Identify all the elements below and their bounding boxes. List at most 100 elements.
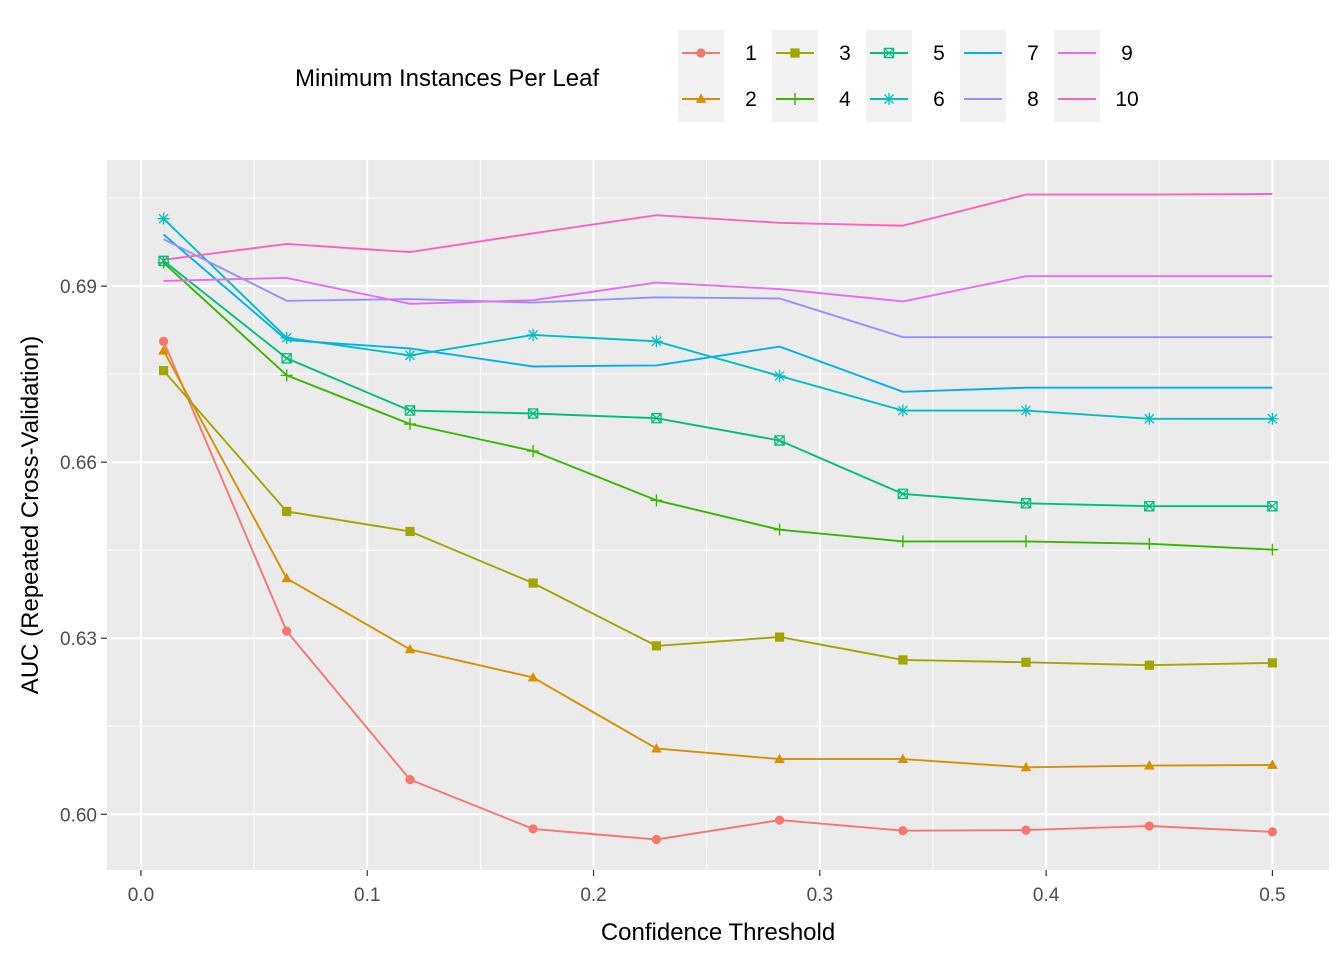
series-line-2 xyxy=(162,350,1273,769)
x-axis-ticks: 0.0 0.1 0.2 0.3 0.4 0.5 xyxy=(128,870,1286,906)
series-line-10 xyxy=(163,193,1273,261)
data-point-3 xyxy=(898,655,908,665)
data-point-1 xyxy=(1144,821,1154,831)
data-point-1 xyxy=(528,824,538,834)
data-point-5 xyxy=(404,405,416,416)
x-tick-label: 0.3 xyxy=(807,885,833,906)
data-point-1 xyxy=(1267,827,1278,837)
data-point-4 xyxy=(896,535,909,548)
data-point-3 xyxy=(1267,658,1278,668)
data-point-2 xyxy=(281,572,292,583)
y-tick-label: 0.63 xyxy=(60,629,97,650)
y-axis-title: AUC (Repeated Cross-Validation) xyxy=(17,336,44,694)
series-line-3 xyxy=(162,370,1273,667)
legend: 1 2 3 4 5 6 7 8 9 10 xyxy=(678,30,1139,122)
data-point-2 xyxy=(774,753,785,764)
data-point-2 xyxy=(158,345,169,355)
y-tick-label: 0.69 xyxy=(60,277,97,298)
legend-label-8: 8 xyxy=(1027,88,1039,111)
legend-label-2: 2 xyxy=(745,88,757,111)
data-point-3 xyxy=(774,632,785,642)
series-lines xyxy=(162,193,1273,841)
data-point-4 xyxy=(650,494,663,507)
data-point-2 xyxy=(527,672,539,682)
data-point-6 xyxy=(404,349,417,362)
data-point-2 xyxy=(1020,761,1032,772)
data-point-6 xyxy=(773,369,786,382)
legend-label-3: 3 xyxy=(839,42,851,65)
data-point-6 xyxy=(1019,404,1032,417)
data-point-5 xyxy=(1144,500,1155,512)
data-point-1 xyxy=(774,815,785,825)
data-point-2 xyxy=(404,643,416,654)
series-line-4 xyxy=(162,261,1273,551)
data-point-3 xyxy=(1144,660,1154,670)
y-axis-ticks: 0.60 0.63 0.66 0.69 xyxy=(60,277,107,826)
data-point-2 xyxy=(1267,759,1278,769)
data-point-5 xyxy=(897,488,909,500)
data-point-2 xyxy=(651,743,662,753)
data-point-4 xyxy=(1019,535,1032,548)
data-point-4 xyxy=(773,523,786,536)
legend-title: Minimum Instances Per Leaf xyxy=(295,65,599,92)
series-line-7 xyxy=(162,233,1273,393)
data-point-1 xyxy=(651,834,662,845)
data-point-5 xyxy=(527,408,539,419)
data-point-3 xyxy=(1021,657,1031,667)
data-point-6 xyxy=(1266,412,1279,425)
data-point-1 xyxy=(898,826,908,836)
data-point-2 xyxy=(897,753,909,764)
data-point-6 xyxy=(896,404,909,417)
series-line-9 xyxy=(163,275,1273,305)
legend-label-10: 10 xyxy=(1115,88,1138,111)
data-point-4 xyxy=(1266,543,1279,556)
data-point-3 xyxy=(282,506,292,517)
series-line-6 xyxy=(162,218,1273,420)
legend-label-4: 4 xyxy=(839,88,851,111)
data-point-6 xyxy=(650,335,663,348)
legend-key-marker-1 xyxy=(696,48,706,58)
data-point-5 xyxy=(158,255,169,267)
series-line-8 xyxy=(163,238,1273,339)
data-point-4 xyxy=(1143,537,1156,550)
x-tick-label: 0.1 xyxy=(354,885,380,906)
data-point-5 xyxy=(1267,500,1278,512)
data-point-6 xyxy=(280,331,293,344)
legend-key-marker-6 xyxy=(883,93,895,105)
legend-key-marker-3 xyxy=(790,48,800,58)
y-tick-label: 0.60 xyxy=(60,805,97,826)
series-markers xyxy=(157,212,1279,845)
data-point-5 xyxy=(281,353,292,364)
data-point-1 xyxy=(1021,825,1031,835)
series-line-1 xyxy=(162,340,1273,841)
data-point-4 xyxy=(280,369,293,382)
grid-lines xyxy=(107,160,1329,870)
data-point-1 xyxy=(158,336,169,346)
x-tick-label: 0.4 xyxy=(1033,885,1060,906)
legend-key-marker-5 xyxy=(883,47,895,59)
data-point-4 xyxy=(404,418,417,431)
data-point-5 xyxy=(1020,498,1032,509)
data-point-5 xyxy=(774,435,785,446)
data-point-4 xyxy=(527,445,540,458)
legend-label-9: 9 xyxy=(1121,42,1133,65)
legend-label-1: 1 xyxy=(745,42,757,65)
data-point-3 xyxy=(158,366,169,376)
data-point-6 xyxy=(1143,412,1156,425)
data-point-1 xyxy=(405,775,415,785)
data-point-6 xyxy=(157,212,170,225)
legend-label-6: 6 xyxy=(933,88,945,111)
y-tick-label: 0.66 xyxy=(60,453,97,474)
legend-label-5: 5 xyxy=(933,42,945,65)
data-point-5 xyxy=(651,412,662,424)
data-point-1 xyxy=(282,626,292,636)
x-axis-title: Confidence Threshold xyxy=(601,919,835,946)
legend-key-marker-4 xyxy=(789,93,801,105)
data-point-6 xyxy=(527,328,540,341)
legend-label-7: 7 xyxy=(1027,42,1039,65)
data-point-3 xyxy=(651,641,662,651)
data-point-2 xyxy=(1144,760,1155,770)
x-tick-label: 0.0 xyxy=(128,885,154,906)
data-point-3 xyxy=(405,526,415,537)
